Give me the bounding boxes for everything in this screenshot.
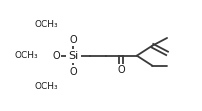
Text: O: O	[69, 67, 77, 77]
Text: O: O	[69, 35, 77, 45]
Text: O: O	[53, 51, 60, 61]
Text: OCH₃: OCH₃	[34, 20, 58, 29]
Text: Si: Si	[68, 51, 78, 61]
Text: O: O	[118, 65, 125, 75]
Text: OCH₃: OCH₃	[14, 51, 38, 60]
Text: OCH₃: OCH₃	[34, 82, 58, 91]
